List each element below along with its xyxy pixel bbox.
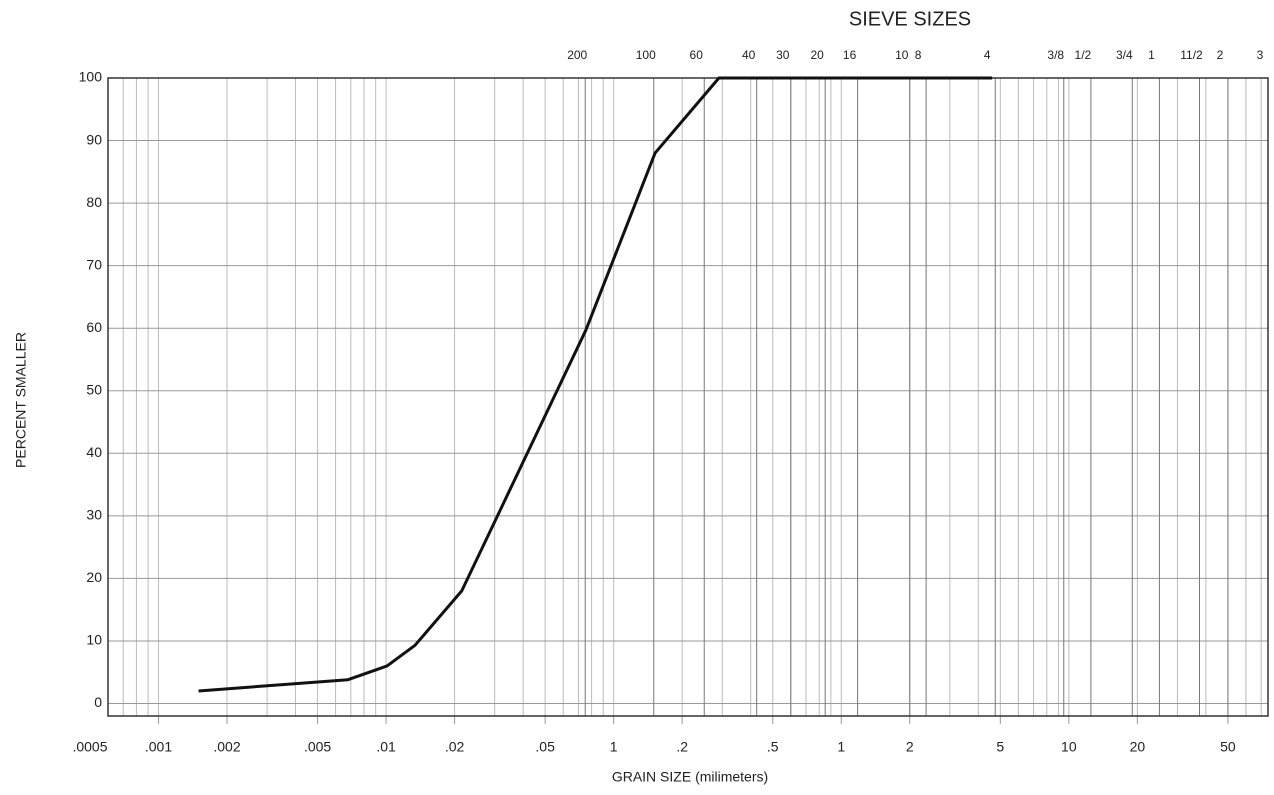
plot-frame xyxy=(107,77,1269,717)
x-tick-label: 2 xyxy=(906,739,914,755)
y-tick-label: 70 xyxy=(86,256,102,272)
x-tick-label: .001 xyxy=(145,739,172,755)
x-axis-label: GRAIN SIZE (milimeters) xyxy=(612,769,768,785)
y-tick-label: 20 xyxy=(86,569,102,585)
sieve-label: 3/8 xyxy=(1047,48,1064,62)
x-tick-label: .05 xyxy=(535,739,555,755)
sieve-label: 100 xyxy=(636,48,656,62)
data-line xyxy=(198,76,993,693)
y-tick-label: 40 xyxy=(86,444,102,460)
y-tick-label: 0 xyxy=(94,694,102,710)
sieve-label: 8 xyxy=(915,48,922,62)
sieve-label: 1/2 xyxy=(1075,48,1092,62)
sieve-label: 60 xyxy=(690,48,704,62)
x-tick-label: .005 xyxy=(304,739,331,755)
y-tick-label: 30 xyxy=(86,507,102,523)
x-tick-label: 20 xyxy=(1130,739,1146,755)
y-tick-label: 10 xyxy=(86,632,102,648)
x-tick-label: .0005 xyxy=(72,739,107,755)
y-tick-label: 80 xyxy=(86,194,102,210)
x-tick-label: 5 xyxy=(996,739,1004,755)
sieve-label: 4 xyxy=(984,48,991,62)
y-tick-label: 60 xyxy=(86,319,102,335)
x-tick-label: 1 xyxy=(610,739,618,755)
sieve-label: 40 xyxy=(742,48,756,62)
x-tick-label: .02 xyxy=(445,739,465,755)
sieve-title: SIEVE SIZES xyxy=(849,8,971,30)
sieve-label: 2 xyxy=(1217,48,1224,62)
x-tick-label: .5 xyxy=(767,739,779,755)
y-tick-label: 90 xyxy=(86,131,102,147)
x-tick-label: .002 xyxy=(213,739,240,755)
x-tick-label: .2 xyxy=(676,739,688,755)
sieve-label: 20 xyxy=(811,48,825,62)
x-tick-label: 1 xyxy=(837,739,845,755)
sieve-label: 1 xyxy=(1148,48,1155,62)
sieve-label: 11/2 xyxy=(1180,48,1203,62)
y-axis-label: PERCENT SMALLER xyxy=(13,332,29,468)
x-tick-label: 50 xyxy=(1220,739,1236,755)
sieve-label: 16 xyxy=(843,48,857,62)
y-tick-label: 100 xyxy=(79,69,103,85)
x-tick-label: .01 xyxy=(376,739,396,755)
x-tick-label: 10 xyxy=(1061,739,1077,755)
sieve-label: 10 xyxy=(895,48,909,62)
sieve-label: 3/4 xyxy=(1116,48,1133,62)
sieve-label: 3 xyxy=(1257,48,1264,62)
sieve-label: 30 xyxy=(776,48,790,62)
sieve-label: 200 xyxy=(567,48,587,62)
y-tick-label: 50 xyxy=(86,381,102,397)
